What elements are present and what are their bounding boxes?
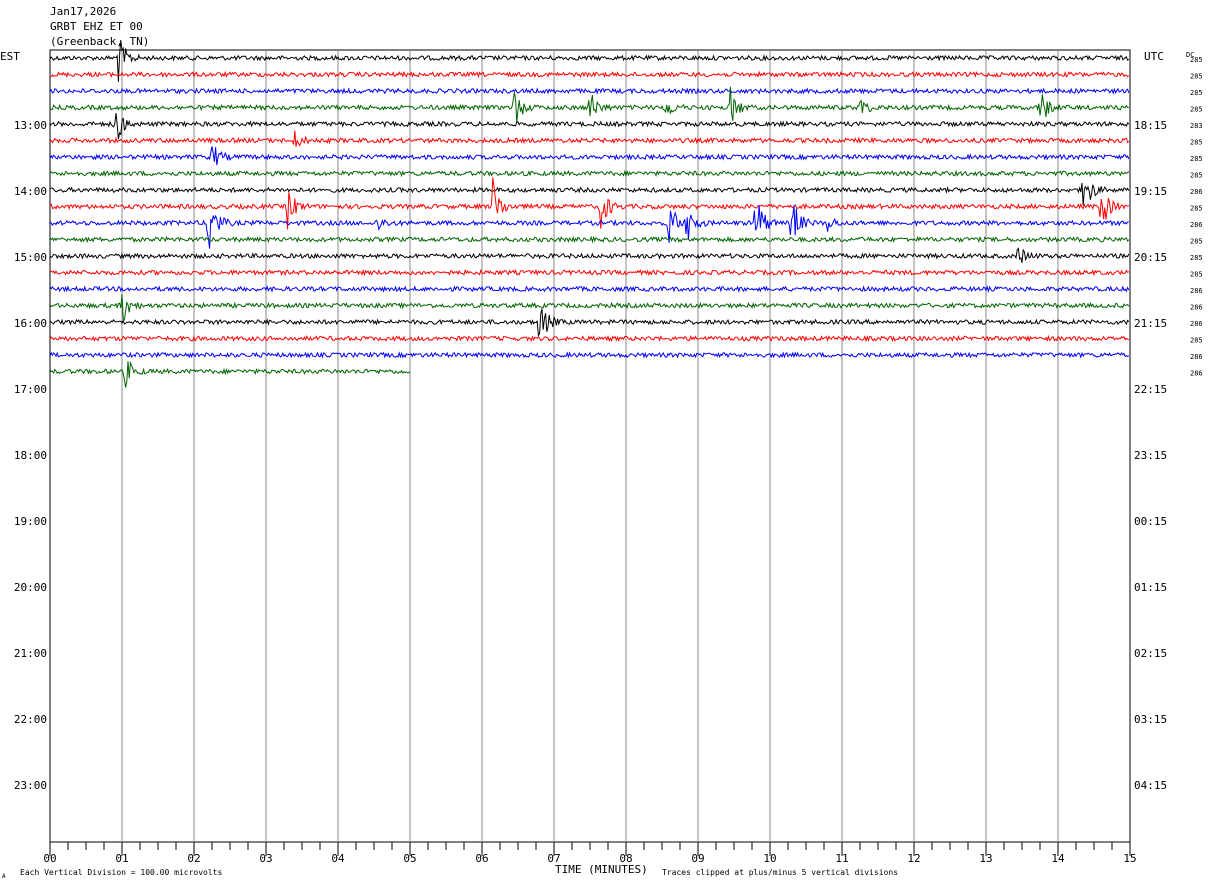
x-tick-label: 13 — [979, 852, 992, 865]
trace-6 — [49, 130, 1130, 147]
trace-15 — [49, 285, 1130, 294]
x-tick-label: 02 — [187, 852, 200, 865]
dc-offset-value: 285 — [1190, 337, 1203, 345]
left-hour-label: 17:00 — [14, 383, 47, 396]
dc-label: DC — [1186, 51, 1194, 59]
dc-offset-value: 285 — [1190, 271, 1203, 279]
left-hour-label: 13:00 — [14, 119, 47, 132]
dc-offset-value: 285 — [1190, 89, 1203, 97]
dc-offset-value: 285 — [1190, 172, 1203, 180]
seismic-traces — [49, 40, 1130, 388]
x-tick-label: 09 — [691, 852, 704, 865]
dc-offset-value: 285 — [1190, 238, 1203, 246]
trace-11 — [49, 205, 1129, 249]
dc-offset-value: 286 — [1190, 320, 1203, 328]
left-hour-label: 18:00 — [14, 449, 47, 462]
left-hour-label: 22:00 — [14, 713, 47, 726]
x-tick-label: 03 — [259, 852, 272, 865]
dc-offset-value: 285 — [1190, 139, 1203, 147]
left-hour-label: 16:00 — [14, 317, 47, 330]
x-tick-label: 08 — [619, 852, 632, 865]
trace-18 — [49, 334, 1130, 343]
right-hour-label: 21:15 — [1134, 317, 1167, 330]
left-time-axis: 13:00 14:00 15:00 16:00 17:00 18:00 19:00 20:00… — [14, 119, 47, 792]
left-hour-label: 15:00 — [14, 251, 47, 264]
x-tick-label: 00 — [43, 852, 56, 865]
left-hour-label: 23:00 — [14, 779, 47, 792]
plot-frame — [49, 49, 1131, 843]
vertical-scale-note: Each Vertical Division = 100.00 microvol… — [20, 868, 222, 877]
trace-9 — [49, 182, 1130, 206]
x-tick-label: 04 — [331, 852, 345, 865]
trace-10 — [49, 177, 1130, 230]
right-hour-label: 18:15 — [1134, 119, 1167, 132]
left-hour-label: 20:00 — [14, 581, 47, 594]
trace-16 — [49, 294, 1130, 322]
trace-17 — [49, 308, 1130, 337]
minute-gridlines — [121, 50, 1059, 842]
right-hour-label: 20:15 — [1134, 251, 1167, 264]
right-time-axis: 18:15 19:15 20:15 21:15 22:15 23:15 00:15 01:15… — [1134, 119, 1167, 792]
header-date: Jan17,2026 — [50, 5, 117, 18]
right-hour-label: 04:15 — [1134, 779, 1167, 792]
trace-20 — [49, 360, 411, 388]
x-tick-label: 11 — [835, 852, 848, 865]
x-axis-title: TIME (MINUTES) — [555, 863, 648, 876]
x-tick-label: 05 — [403, 852, 416, 865]
header-station: GRBT EHZ ET 00 — [50, 20, 143, 33]
left-timezone-label: EST — [0, 50, 20, 63]
right-timezone-label: UTC — [1144, 50, 1164, 63]
trace-14 — [49, 268, 1130, 277]
dc-offset-value: 286 — [1190, 304, 1203, 312]
trace-2 — [49, 70, 1130, 79]
right-hour-label: 02:15 — [1134, 647, 1167, 660]
right-hour-label: 22:15 — [1134, 383, 1167, 396]
right-hour-label: 03:15 — [1134, 713, 1167, 726]
x-tick-label: 06 — [475, 852, 488, 865]
trace-13 — [49, 247, 1130, 263]
x-tick-label: 15 — [1123, 852, 1136, 865]
trace-8 — [49, 169, 1130, 178]
x-axis: 00 01 02 03 04 05 06 07 08 09 10 11 12 13 14 15 — [43, 842, 1137, 865]
trace-4 — [49, 86, 1129, 123]
trace-7 — [49, 146, 1130, 166]
left-hour-label: 19:00 — [14, 515, 47, 528]
left-hour-label: 14:00 — [14, 185, 47, 198]
x-tick-label: 07 — [547, 852, 560, 865]
x-tick-label: 14 — [1051, 852, 1065, 865]
dc-offset-value: 285 — [1190, 205, 1203, 213]
clip-note: Traces clipped at plus/minus 5 vertical … — [662, 868, 898, 877]
trace-19 — [49, 351, 1130, 359]
right-hour-label: 19:15 — [1134, 185, 1167, 198]
dc-offset-value: 285 — [1190, 56, 1203, 64]
dc-offset-value: 286 — [1190, 353, 1203, 361]
x-tick-label: 01 — [115, 852, 128, 865]
dc-offset-value: 285 — [1190, 73, 1203, 81]
dc-offset-value: 286 — [1190, 221, 1203, 229]
header-location: (Greenback, TN) — [50, 35, 150, 48]
trace-1 — [49, 40, 1130, 82]
dc-offset-value: 285 — [1190, 106, 1203, 114]
corner-mark: A — [2, 873, 6, 880]
dc-offset-value: 286 — [1190, 188, 1203, 196]
trace-3 — [49, 87, 1130, 95]
dc-offset-value: 283 — [1190, 122, 1203, 130]
right-hour-label: 00:15 — [1134, 515, 1167, 528]
x-tick-label: 12 — [907, 852, 920, 865]
dc-offset-value: 286 — [1190, 370, 1203, 378]
x-tick-label: 10 — [763, 852, 776, 865]
right-hour-label: 23:15 — [1134, 449, 1167, 462]
left-hour-label: 21:00 — [14, 647, 47, 660]
trace-12 — [49, 235, 1130, 244]
dc-offset-column: 285 285 285 285 283 285 285 285 286 285 286 285 285 2… — [1190, 56, 1203, 378]
dc-offset-value: 285 — [1190, 254, 1203, 262]
right-hour-label: 01:15 — [1134, 581, 1167, 594]
dc-offset-value: 286 — [1190, 287, 1203, 295]
dc-offset-value: 285 — [1190, 155, 1203, 163]
trace-5 — [49, 112, 1130, 139]
